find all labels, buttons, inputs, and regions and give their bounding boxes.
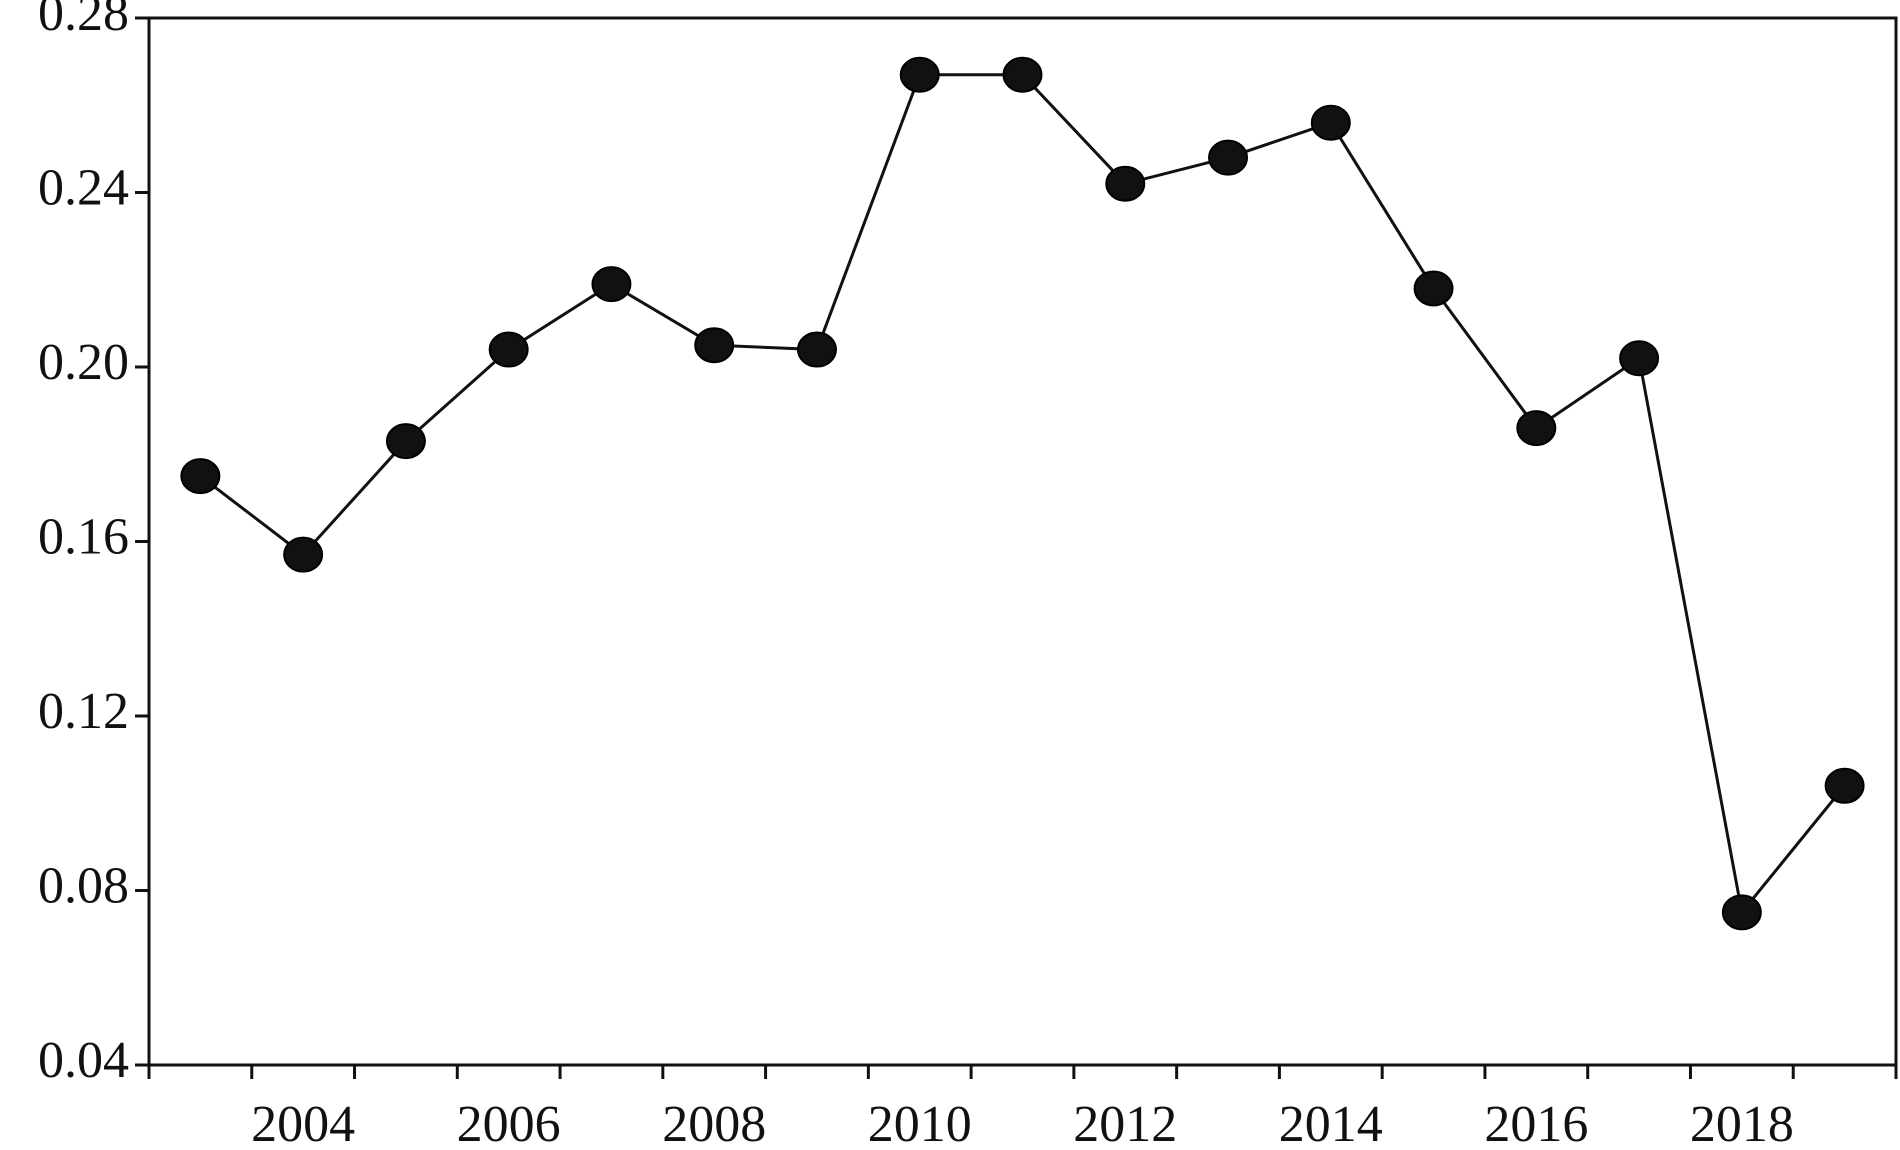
y-tick-label: 0.20 [38, 334, 129, 391]
data-point [796, 331, 837, 368]
y-tick-label: 0.28 [38, 0, 129, 42]
y-tick-label: 0.24 [38, 159, 129, 216]
x-tick-label: 2008 [662, 1096, 766, 1150]
data-point [899, 56, 940, 93]
plot-frame [147, 16, 1898, 1067]
y-tick-label: 0.08 [38, 857, 129, 914]
data-point [1824, 767, 1865, 804]
x-tick-label: 2010 [868, 1096, 972, 1150]
x-tick-label: 2018 [1690, 1096, 1794, 1150]
data-point [488, 331, 529, 368]
x-tick-label: 2016 [1484, 1096, 1588, 1150]
data-point [1105, 165, 1146, 202]
y-tick-label: 0.12 [38, 683, 129, 740]
x-tick-label: 2014 [1279, 1096, 1383, 1150]
data-point [1619, 340, 1660, 377]
data-point [283, 536, 324, 573]
data-point [591, 266, 632, 303]
data-point [180, 458, 221, 495]
y-tick-label: 0.16 [38, 508, 129, 565]
x-tick-label: 2012 [1073, 1096, 1177, 1150]
data-point [694, 327, 735, 364]
x-tick-label: 2006 [457, 1096, 561, 1150]
data-point [1516, 410, 1557, 447]
data-point [1208, 139, 1249, 176]
data-point [385, 423, 426, 460]
x-tick-label: 2004 [251, 1096, 355, 1150]
data-line [199, 73, 1846, 916]
data-point [1721, 894, 1762, 931]
data-point [1310, 104, 1351, 141]
y-tick-label: 0.04 [38, 1032, 129, 1089]
data-point [1002, 56, 1043, 93]
data-point [1413, 270, 1454, 307]
